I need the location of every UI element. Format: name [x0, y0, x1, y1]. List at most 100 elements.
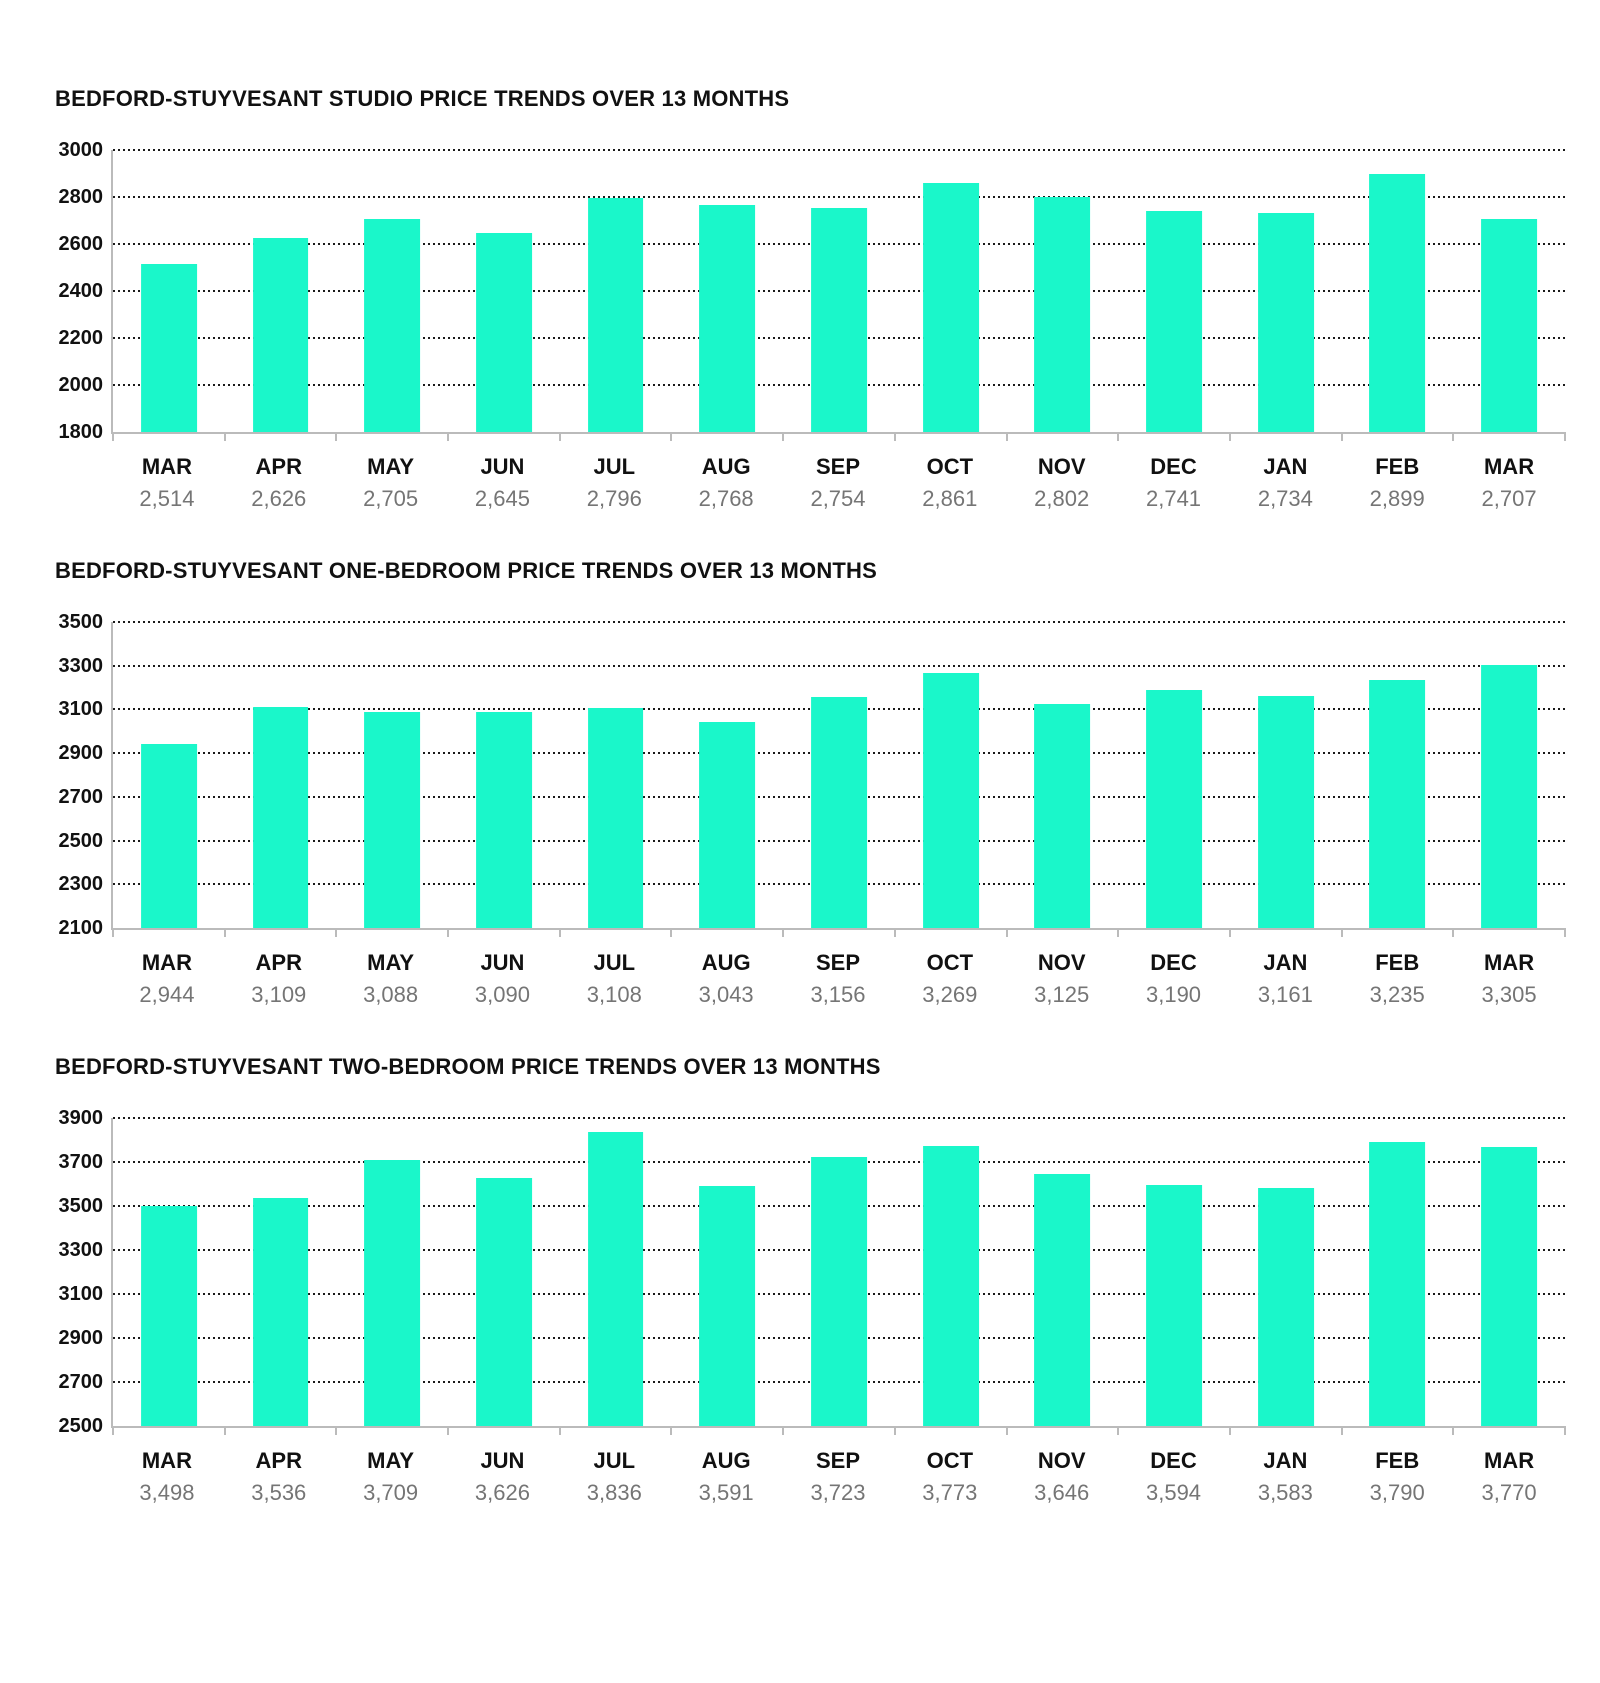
gridline [113, 621, 1565, 623]
y-axis-label: 3000 [58, 139, 104, 161]
bar [1146, 1185, 1202, 1426]
value-label: 3,043 [698, 982, 754, 1007]
x-category: MAY 2,705 [335, 454, 447, 514]
y-axis-label: 2600 [58, 233, 104, 255]
value-label: 2,802 [1034, 486, 1090, 511]
plot-area-one-bedroom: 2100 2300 2500 2700 2900 3100 3300 3500 [59, 612, 1566, 938]
x-category: JUN 3,626 [447, 1448, 559, 1508]
x-axis-tick [1228, 432, 1231, 441]
x-axis-tick [670, 928, 673, 937]
x-category: JUL 3,108 [558, 950, 670, 1010]
bar [922, 672, 979, 928]
month-label: NOV [1037, 1448, 1086, 1473]
x-axis-tick [782, 928, 785, 937]
x-axis-tick [558, 1426, 561, 1435]
x-category: JUL 2,796 [558, 454, 670, 514]
bar [1034, 1173, 1091, 1426]
x-axis-tick [558, 928, 561, 937]
x-axis-tick [1452, 928, 1455, 937]
value-label: 2,514 [139, 486, 195, 511]
bar [587, 197, 644, 432]
month-label: MAY [367, 950, 415, 975]
y-axis-label: 2500 [58, 1415, 104, 1437]
x-category: JUN 3,090 [447, 950, 559, 1010]
x-category: JAN 3,583 [1229, 1448, 1341, 1508]
gridline [113, 196, 1565, 198]
x-category: MAY 3,088 [335, 950, 447, 1010]
y-axis-label: 2400 [58, 280, 104, 302]
value-label: 2,707 [1481, 486, 1537, 511]
x-axis-tick [1340, 928, 1343, 937]
value-label: 3,790 [1369, 1480, 1425, 1505]
x-axis-tick [1117, 928, 1120, 937]
x-axis-tick [112, 1426, 114, 1435]
x-axis-tick [558, 432, 561, 441]
month-label: JUL [593, 950, 636, 975]
month-label: JUL [593, 454, 636, 479]
x-axis-tick [223, 928, 226, 937]
y-axis-label: 2700 [58, 1371, 104, 1393]
x-category: NOV 3,125 [1006, 950, 1118, 1010]
value-label: 3,156 [810, 982, 866, 1007]
y-axis-label: 2900 [58, 1327, 104, 1349]
month-label: NOV [1037, 950, 1086, 975]
x-category: SEP 3,723 [782, 1448, 894, 1508]
month-label: MAR [1483, 950, 1535, 975]
x-category: MAR 2,944 [111, 950, 223, 1010]
value-label: 2,705 [363, 486, 419, 511]
x-category: DEC 3,190 [1118, 950, 1230, 1010]
value-label: 3,626 [474, 1480, 530, 1505]
x-axis-tick [335, 432, 338, 441]
bar [1257, 212, 1314, 432]
chart-section-one-bedroom: BEDFORD-STUYVESANT ONE-BEDROOM PRICE TRE… [55, 558, 1566, 1010]
y-axis-label: 3500 [58, 611, 104, 633]
y-axis-label: 3100 [58, 1283, 104, 1305]
bar [811, 697, 867, 928]
value-label: 2,944 [139, 982, 195, 1007]
bar [364, 712, 421, 928]
value-label: 3,125 [1034, 982, 1090, 1007]
x-axis-tick [112, 928, 114, 937]
x-axis-tick [447, 1426, 450, 1435]
value-label: 2,645 [474, 486, 530, 511]
month-label: JAN [1263, 454, 1308, 479]
bar [699, 1185, 756, 1426]
value-label: 3,536 [251, 1480, 307, 1505]
x-category: JAN 3,161 [1229, 950, 1341, 1010]
value-label: 3,305 [1481, 982, 1537, 1007]
bar [1481, 1146, 1538, 1426]
value-label: 3,088 [363, 982, 419, 1007]
x-axis-tick [1452, 1426, 1455, 1435]
x-category: AUG 3,591 [670, 1448, 782, 1508]
month-label: MAR [1483, 1448, 1535, 1473]
bar [140, 743, 197, 928]
x-category: APR 2,626 [223, 454, 335, 514]
x-category: AUG 2,768 [670, 454, 782, 514]
value-label: 2,861 [922, 486, 978, 511]
month-label: FEB [1375, 950, 1420, 975]
bar [476, 233, 532, 432]
value-label: 3,498 [139, 1480, 195, 1505]
plot-area-two-bedroom: 2500 2700 2900 3100 3300 3500 3700 3900 [59, 1108, 1566, 1436]
value-label: 3,235 [1369, 982, 1425, 1007]
x-category: FEB 3,790 [1341, 1448, 1453, 1508]
y-axis-label: 3500 [58, 1195, 104, 1217]
bar [1034, 196, 1091, 432]
bar [1481, 218, 1538, 432]
bar [922, 1145, 979, 1426]
bar [252, 237, 309, 432]
y-axis-label: 2900 [58, 742, 104, 765]
value-label: 3,773 [922, 1480, 978, 1505]
value-label: 2,796 [586, 486, 642, 511]
y-axis-label: 3300 [58, 1239, 104, 1261]
bar [811, 207, 867, 432]
x-axis-tick [335, 928, 338, 937]
month-label: SEP [815, 950, 860, 975]
bar [1146, 689, 1202, 928]
x-category: APR 3,109 [223, 950, 335, 1010]
month-label: SEP [815, 1448, 860, 1473]
month-label: JUL [593, 1448, 636, 1473]
value-label: 3,583 [1257, 1480, 1313, 1505]
x-category: SEP 2,754 [782, 454, 894, 514]
bar [699, 204, 756, 432]
